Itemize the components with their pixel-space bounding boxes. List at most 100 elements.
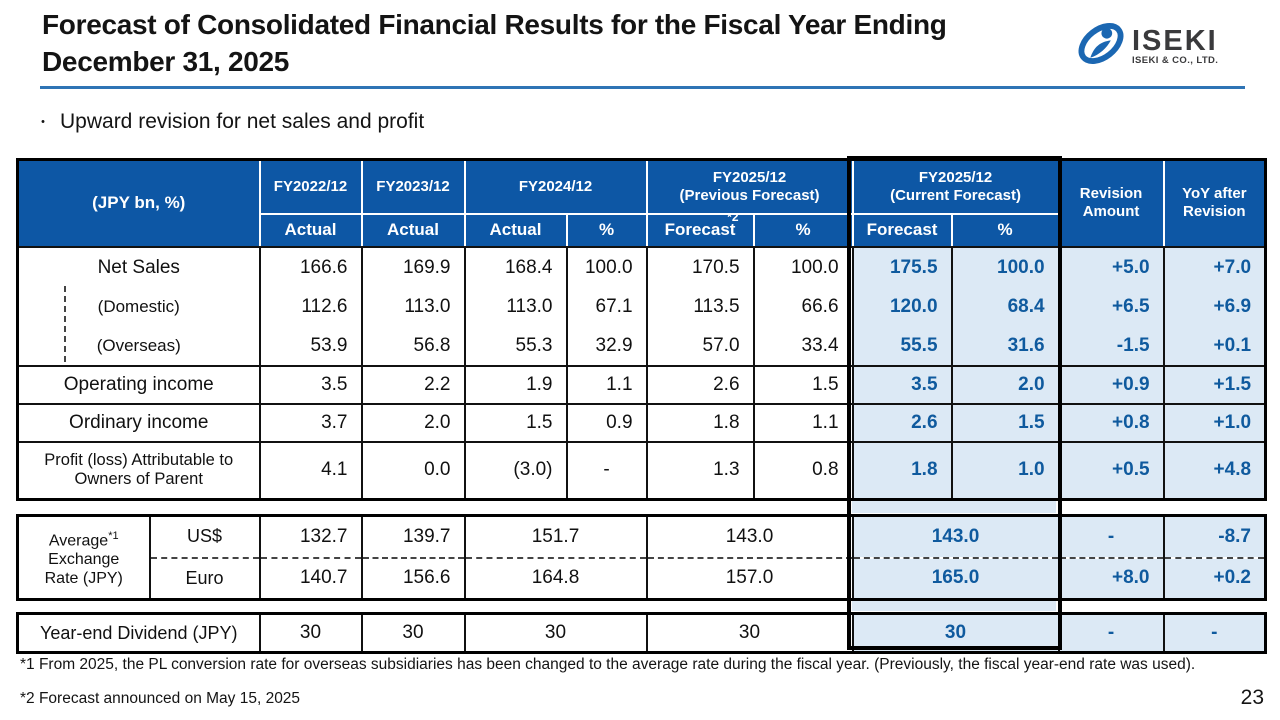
cell: 151.7 [463,515,647,559]
cell: 30 [645,613,853,653]
cell: 166.6 [258,246,362,288]
cell: 132.7 [258,515,362,559]
cell-current-forecast: 1.5 [950,403,1059,443]
col-header-fy2024: FY2024/12 [463,158,648,215]
subheader-forecast-previous: Forecast *2 [645,212,755,248]
cell: 168.4 [463,246,567,288]
cell-revision: -1.5 [1057,326,1164,367]
cell-yoy: +7.0 [1162,246,1266,288]
row-exchange-euro: Euro 140.7 156.6 164.8 157.0 165.0 +8.0 … [18,557,1266,600]
page-title: Forecast of Consolidated Financial Resul… [42,6,1072,80]
exchange-label-cell: Average*1 Exchange Rate (JPY) [16,515,150,601]
col-header-yoy-after-revision: YoY after Revision [1162,158,1267,248]
row-label: Net Sales [16,246,260,288]
cell: 56.8 [360,326,465,367]
bullet-dot-icon: ・ [36,114,50,130]
cell: 143.0 [645,515,853,559]
company-logo: ISEKI ISEKI & CO., LTD. [1076,20,1218,72]
cell-current-forecast: 100.0 [950,246,1059,288]
cell: 67.1 [565,287,647,327]
cell: 157.0 [645,557,853,600]
cell: 170.5 [645,246,754,288]
cell-current-forecast: 143.0 [851,515,1059,559]
dashed-line-mask [19,283,65,289]
cell: 30 [258,613,362,653]
cell: 113.0 [463,287,567,327]
cell: 113.5 [645,287,754,327]
row-net-sales: Net Sales 166.6 169.9 168.4 100.0 170.5 … [16,246,1266,288]
cell: 30 [463,613,647,653]
cell-yoy: +0.1 [1162,326,1266,367]
cell-revision: +0.5 [1057,441,1164,500]
cell: 3.5 [258,365,362,405]
cell: 2.2 [360,365,465,405]
cell-yoy: +4.8 [1162,441,1266,500]
highlight-gap-fill [852,499,1056,513]
cell-current-forecast: 31.6 [950,326,1059,367]
results-table: (JPY bn, %) FY2022/12 FY2023/12 FY2024/1… [16,158,1268,501]
cell: 1.9 [463,365,567,405]
cell-current-forecast: 30 [851,613,1059,653]
row-ordinary-income: Ordinary income 3.7 2.0 1.5 0.9 1.8 1.1 … [16,403,1266,443]
cell: 30 [360,613,465,653]
cell: 1.1 [752,403,853,443]
logo-wordmark: ISEKI [1132,24,1218,57]
highlight-gap-fill [852,599,1056,611]
cell: 1.5 [752,365,853,405]
footnote-1-marker: *1 [108,529,119,542]
row-operating-income: Operating income 3.5 2.2 1.9 1.1 2.6 1.5… [16,365,1266,405]
currency-label: US$ [148,515,260,559]
cell: 32.9 [565,326,647,367]
cell-current-forecast: 2.6 [851,403,952,443]
row-label: Operating income [16,365,260,405]
cell-revision: +0.9 [1057,365,1164,405]
cell: 139.7 [360,515,465,559]
cell: 66.6 [752,287,853,327]
subheader-pct: % [950,212,1060,248]
row-label: Ordinary income [16,403,260,443]
cell-yoy: +0.2 [1162,557,1266,600]
cell: 0.9 [565,403,647,443]
row-label: (Overseas) [16,326,260,367]
cell: 0.0 [360,441,465,500]
footnote-2-marker: *2 [727,213,739,224]
cell: 156.6 [360,557,465,600]
col-header-current-forecast: FY2025/12 (Current Forecast) [851,158,1060,215]
cell: - [565,441,647,500]
footnote-2: *2 Forecast announced on May 15, 2025 [20,690,301,707]
subheader-actual: Actual [463,212,568,248]
cell: 1.3 [645,441,754,500]
cell: 4.1 [258,441,362,500]
subheader-pct: % [752,212,854,248]
cell-revision: - [1057,515,1164,559]
cell: 2.0 [360,403,465,443]
cell: 1.8 [645,403,754,443]
cell: 53.9 [258,326,362,367]
col-header-fy2023: FY2023/12 [360,158,466,215]
cell: 1.5 [463,403,567,443]
logo-subtext: ISEKI & CO., LTD. [1132,54,1219,66]
cell-yoy: +1.5 [1162,365,1266,405]
subheader-actual: Actual [258,212,363,248]
cell-revision: +8.0 [1057,557,1164,600]
title-underline [40,86,1245,89]
cell-current-forecast: 3.5 [851,365,952,405]
cell-current-forecast: 175.5 [851,246,952,288]
cell-revision: +6.5 [1057,287,1164,327]
cell: 169.9 [360,246,465,288]
header-row-groups: (JPY bn, %) FY2022/12 FY2023/12 FY2024/1… [16,158,1267,248]
cell-yoy: +1.0 [1162,403,1266,443]
cell: 55.3 [463,326,567,367]
cell-current-forecast: 1.0 [950,441,1059,500]
page-title-line2: December 31, 2025 [42,46,290,77]
col-header-revision-amount: Revision Amount [1057,158,1165,248]
cell: 112.6 [258,287,362,327]
cell-yoy: -8.7 [1162,515,1266,559]
cell: (3.0) [463,441,567,500]
cell: 2.6 [645,365,754,405]
row-label: Profit (loss) Attributable to Owners of … [16,441,260,500]
cell-revision: +5.0 [1057,246,1164,288]
row-profit-attributable: Profit (loss) Attributable to Owners of … [16,441,1266,500]
header-row-sub: Actual Actual Actual % Forecast *2 % For… [18,212,1266,248]
row-domestic: (Domestic) 112.6 113.0 113.0 67.1 113.5 … [16,287,1266,327]
